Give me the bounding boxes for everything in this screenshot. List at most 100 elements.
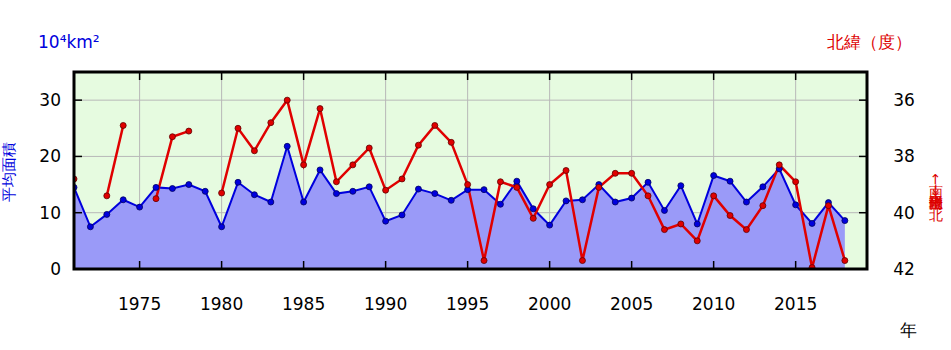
marker bbox=[366, 145, 372, 151]
marker bbox=[776, 162, 782, 168]
marker bbox=[104, 211, 110, 217]
marker bbox=[415, 142, 421, 148]
marker bbox=[727, 213, 733, 219]
marker bbox=[383, 187, 389, 193]
chart: 1975198019851990199520002005201020150102… bbox=[0, 0, 951, 350]
line bbox=[107, 125, 123, 195]
marker bbox=[497, 179, 503, 185]
marker bbox=[120, 122, 126, 128]
x-tick bbox=[631, 72, 633, 80]
x-tick-label: 2000 bbox=[528, 294, 571, 314]
marker bbox=[497, 201, 503, 207]
line bbox=[222, 100, 845, 267]
marker bbox=[186, 182, 192, 188]
marker bbox=[432, 122, 438, 128]
marker bbox=[547, 222, 553, 228]
x-tick bbox=[549, 72, 551, 80]
x-tick bbox=[303, 72, 305, 80]
y-tick-label: 10 bbox=[39, 203, 61, 223]
marker bbox=[530, 206, 536, 212]
x-label: 年 bbox=[900, 320, 917, 340]
y2-label: 南←平均南限位置→北 bbox=[928, 173, 944, 221]
marker bbox=[202, 188, 208, 194]
marker bbox=[793, 179, 799, 185]
marker bbox=[350, 188, 356, 194]
marker bbox=[399, 176, 405, 182]
x-tick bbox=[139, 72, 141, 80]
x-tick bbox=[221, 261, 223, 269]
marker bbox=[629, 170, 635, 176]
marker bbox=[743, 227, 749, 233]
marker bbox=[629, 195, 635, 201]
marker bbox=[842, 258, 848, 264]
y-tick-label: 20 bbox=[39, 146, 61, 166]
data-group bbox=[74, 97, 848, 269]
grid-line bbox=[74, 100, 867, 101]
x-tick bbox=[221, 72, 223, 80]
marker bbox=[350, 162, 356, 168]
y2-tick bbox=[859, 156, 867, 158]
marker bbox=[711, 173, 717, 179]
marker bbox=[694, 238, 700, 244]
marker bbox=[333, 179, 339, 185]
x-tick bbox=[795, 72, 797, 80]
marker bbox=[87, 224, 93, 230]
marker bbox=[219, 190, 225, 196]
marker bbox=[268, 199, 274, 205]
marker bbox=[727, 178, 733, 184]
x-tick bbox=[139, 261, 141, 269]
marker bbox=[383, 218, 389, 224]
marker bbox=[317, 167, 323, 173]
plot-background bbox=[74, 72, 867, 269]
marker bbox=[301, 199, 307, 205]
marker bbox=[842, 218, 848, 224]
line bbox=[156, 131, 189, 199]
marker bbox=[514, 178, 520, 184]
x-tick bbox=[549, 261, 551, 269]
y2-tick-label: 36 bbox=[893, 90, 915, 110]
marker bbox=[268, 120, 274, 126]
marker bbox=[465, 182, 471, 188]
grid-line bbox=[74, 156, 867, 157]
marker bbox=[563, 198, 569, 204]
marker bbox=[219, 224, 225, 230]
x-tick-label: 2005 bbox=[610, 294, 653, 314]
y-label: 平均面積 bbox=[0, 142, 18, 202]
x-tick bbox=[467, 261, 469, 269]
marker bbox=[694, 221, 700, 227]
marker bbox=[251, 192, 257, 198]
marker bbox=[284, 143, 290, 149]
marker bbox=[366, 184, 372, 190]
marker bbox=[399, 212, 405, 218]
y2-unit: 北緯（度） bbox=[827, 32, 912, 52]
marker bbox=[760, 184, 766, 190]
marker bbox=[432, 191, 438, 197]
y2-tick bbox=[859, 212, 867, 214]
x-tick bbox=[303, 261, 305, 269]
marker bbox=[137, 204, 143, 210]
marker bbox=[711, 193, 717, 199]
marker bbox=[251, 148, 257, 154]
marker bbox=[661, 207, 667, 213]
y2-tick bbox=[859, 268, 867, 270]
x-tick bbox=[795, 261, 797, 269]
y-tick bbox=[74, 268, 82, 270]
plot-frame bbox=[74, 72, 867, 269]
x-tick bbox=[385, 261, 387, 269]
y-tick bbox=[74, 99, 82, 101]
marker bbox=[825, 203, 831, 209]
x-tick bbox=[713, 72, 715, 80]
marker bbox=[481, 187, 487, 193]
marker bbox=[301, 162, 307, 168]
y2-tick-label: 38 bbox=[893, 146, 915, 166]
marker bbox=[743, 199, 749, 205]
marker bbox=[579, 258, 585, 264]
x-tick-label: 1980 bbox=[200, 294, 243, 314]
marker bbox=[563, 168, 569, 174]
marker bbox=[104, 193, 110, 199]
marker bbox=[809, 220, 815, 226]
x-tick bbox=[713, 261, 715, 269]
marker bbox=[317, 106, 323, 112]
marker bbox=[678, 221, 684, 227]
y2-tick bbox=[859, 99, 867, 101]
